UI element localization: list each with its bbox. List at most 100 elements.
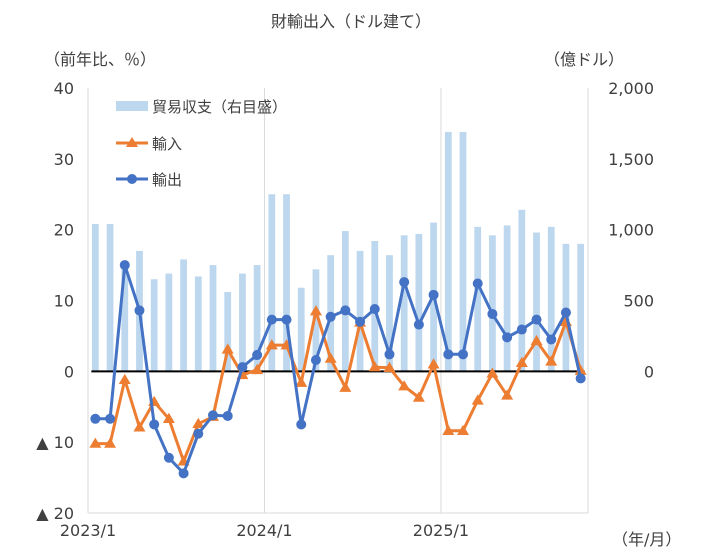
exports-marker-14 [296,419,307,430]
legend-label-2: 輸出 [152,171,182,189]
exports-marker-4 [149,419,160,430]
exports-marker-11 [252,350,263,361]
exports-marker-25 [458,349,468,360]
imports-line [95,309,583,463]
imports-marker-2 [118,373,131,385]
trade-balance-bar-26 [474,226,482,372]
imports-marker-26 [471,394,484,405]
exports-marker-10 [237,362,248,373]
exports-marker-8 [208,410,218,421]
imports-marker-12 [265,339,278,350]
trade-balance-bar-4 [150,279,158,372]
imports-marker-17 [339,381,352,392]
left-axis-unit: （前年比、％） [44,50,157,69]
x-tick-label-2: 2025/1 [413,521,469,540]
imports-marker-3 [133,421,146,432]
left-tick-label-5: ▲ 10 [36,433,74,452]
exports-marker-16 [325,311,336,322]
exports-marker-26 [472,278,483,289]
left-tick-label-0: 40 [54,79,74,98]
right-tick-label-1: 1,500 [608,150,654,169]
exports-marker-27 [487,308,498,319]
trade-balance-bar-15 [312,269,320,372]
imports-marker-5 [162,412,175,423]
exports-marker-20 [384,349,395,360]
legend-swatch-trade-balance [116,101,148,111]
imports-marker-33 [574,364,587,375]
legend-label-1: 輸入 [152,135,182,153]
exports-marker-2 [119,260,130,271]
right-tick-label-3: 500 [623,292,654,311]
imports-marker-25 [457,424,469,436]
imports-marker-21 [398,380,411,391]
right-tick-label-4: 0 [644,362,654,381]
exports-marker-32 [560,307,571,318]
trade-balance-bar-0 [91,224,99,372]
trade-balance-bar-12 [268,194,276,372]
left-tick-label-3: 10 [54,292,74,311]
trade-balance-bar-2 [121,263,129,372]
legend-marker-exports [127,174,137,184]
exports-marker-5 [163,452,174,463]
imports-marker-0 [89,437,102,448]
exports-marker-3 [134,305,145,316]
exports-marker-30 [531,314,542,325]
trade-balance-bar-28 [503,225,511,372]
right-axis-unit: （億ドル） [544,50,625,69]
x-tick-label-1: 2024/1 [236,521,292,540]
imports-marker-11 [251,363,264,375]
imports-marker-1 [104,437,117,448]
trade-balance-bar-17 [341,231,349,372]
left-tick-label-4: 0 [64,362,74,381]
exports-marker-0 [90,413,101,424]
trade-balance-bar-9 [224,292,232,372]
trade-balance-bar-21 [400,235,408,372]
legend-label-0: 貿易収支（右目盛） [152,98,287,116]
exports-marker-18 [355,316,366,327]
exports-marker-24 [443,349,454,360]
trade-balance-bar-10 [239,273,246,372]
left-tick-label-6: ▲ 20 [36,504,74,523]
x-axis-unit: （年/月） [612,530,682,549]
exports-marker-28 [502,332,513,343]
legend-marker-imports [126,137,138,147]
trade-balance-bar-11 [253,265,261,372]
imports-marker-31 [545,355,558,366]
trade-balance-bar-25 [459,131,467,372]
trade-balance-bar-14 [297,287,305,372]
exports-marker-12 [266,314,277,325]
imports-marker-27 [486,367,499,378]
imports-marker-20 [383,361,396,372]
trade-balance-bar-18 [356,250,364,372]
exports-marker-33 [575,373,586,384]
imports-marker-22 [412,391,425,402]
exports-marker-1 [105,413,116,424]
imports-marker-24 [442,424,455,436]
chart-title: 財輸出入（ドル建て） [270,12,431,31]
exports-marker-13 [281,314,292,325]
trade-balance-bar-5 [165,273,173,372]
exports-marker-17 [340,305,351,316]
trade-balance-bar-22 [415,233,423,372]
trade-balance-bar-31 [547,226,555,372]
trade-balance-bar-6 [180,259,187,372]
trade-balance-bar-20 [386,255,393,372]
imports-marker-15 [309,305,322,316]
imports-marker-7 [192,417,205,428]
imports-marker-29 [515,356,528,368]
imports-marker-14 [295,376,308,387]
right-tick-label-0: 2,000 [608,79,654,98]
exports-marker-29 [516,324,527,335]
exports-marker-7 [193,428,204,439]
exports-marker-15 [310,355,321,365]
imports-marker-19 [368,361,381,372]
left-tick-label-2: 20 [54,221,74,240]
imports-marker-16 [324,352,337,363]
trade-balance-bar-30 [533,232,540,372]
right-tick-label-2: 1,000 [608,221,654,240]
trade-balance-bar-7 [194,276,202,372]
x-tick-label-0: 2023/1 [60,521,116,540]
exports-marker-9 [222,410,233,421]
trade-balance-bar-1 [106,224,114,372]
left-tick-label-1: 30 [54,150,74,169]
